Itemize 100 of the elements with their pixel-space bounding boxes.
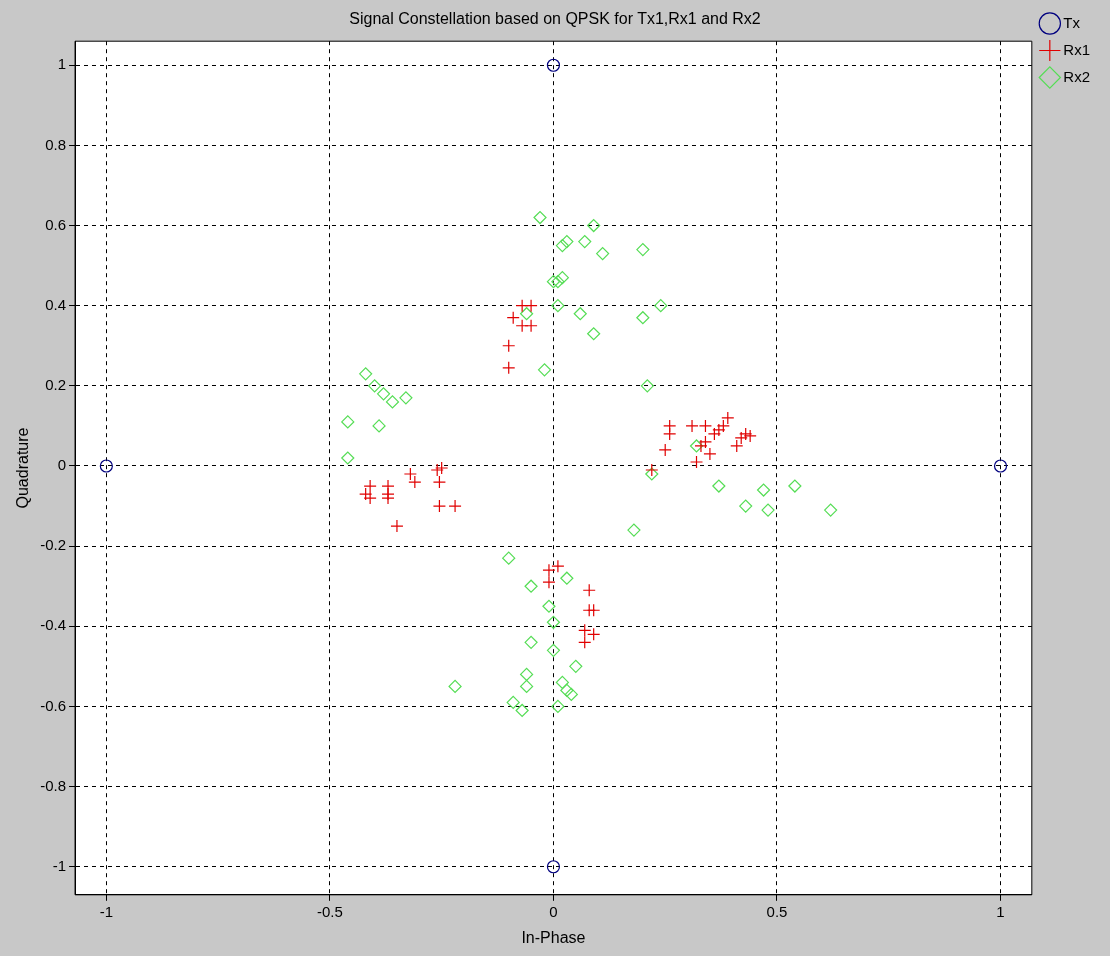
- point: [560, 234, 574, 249]
- point: [502, 361, 516, 375]
- point: [694, 439, 708, 453]
- point: [636, 242, 650, 257]
- x-tick-label: 1: [996, 902, 1005, 920]
- point: [578, 635, 592, 649]
- point: [685, 419, 699, 433]
- point: [555, 675, 569, 689]
- point: [363, 491, 377, 505]
- point: [542, 599, 556, 613]
- point: [555, 238, 569, 253]
- point: [546, 615, 561, 629]
- point: [502, 551, 516, 565]
- y-tick-label: 0.2: [45, 375, 67, 393]
- point: [993, 459, 1008, 473]
- chart-title: Signal Constellation based on QPSK for Tx1,Rx1 and Rx2: [349, 10, 761, 28]
- point: [587, 603, 601, 617]
- point: [730, 439, 744, 453]
- point: [596, 247, 610, 261]
- point: [551, 275, 565, 289]
- point: [432, 475, 447, 489]
- point: [533, 210, 547, 225]
- point: [698, 419, 713, 433]
- x-tick-label: -1: [99, 902, 114, 920]
- point: [520, 679, 534, 694]
- y-tick-label: -0.6: [40, 696, 67, 714]
- point: [721, 411, 735, 425]
- x-tick-label: 0.5: [766, 902, 788, 920]
- x-axis-title: In-Phase: [521, 928, 586, 946]
- point: [381, 479, 395, 493]
- point: [743, 429, 757, 443]
- point: [341, 451, 355, 465]
- point: [739, 499, 753, 513]
- point: [627, 523, 641, 537]
- point: [399, 391, 413, 405]
- x-tick-label: -0.5: [316, 902, 343, 920]
- legend-label: Tx: [1063, 13, 1081, 31]
- point: [587, 627, 601, 641]
- point: [560, 683, 574, 698]
- point: [739, 427, 753, 441]
- point: [560, 571, 574, 585]
- point: [376, 387, 391, 401]
- point: [432, 499, 447, 513]
- point: [587, 218, 601, 233]
- point: [551, 699, 565, 714]
- point: [520, 307, 534, 321]
- point: [99, 459, 113, 473]
- point: [502, 339, 516, 353]
- point: [448, 679, 462, 694]
- point: [363, 479, 377, 493]
- point: [707, 427, 721, 441]
- y-tick-label: 0.4: [45, 295, 67, 313]
- point: [555, 271, 569, 285]
- y-tick-label: -0.4: [40, 616, 67, 634]
- x-tick-label: 0: [549, 902, 558, 920]
- point: [430, 463, 444, 477]
- point: [734, 431, 748, 445]
- point: [712, 479, 726, 493]
- point: [578, 623, 592, 637]
- point: [712, 423, 726, 437]
- point: [824, 503, 838, 517]
- point: [359, 367, 373, 381]
- y-tick-label: 0.8: [45, 135, 67, 153]
- point: [703, 447, 717, 461]
- y-tick-label: 0: [57, 456, 67, 474]
- point: [359, 487, 373, 501]
- point: [761, 503, 775, 517]
- point: [372, 419, 386, 433]
- point: [448, 499, 462, 513]
- y-tick-label: -1: [52, 856, 67, 874]
- point: [341, 415, 355, 429]
- point: [542, 575, 556, 589]
- point: [578, 234, 592, 249]
- point: [524, 635, 538, 649]
- point: [506, 695, 520, 710]
- point: [569, 659, 583, 673]
- point: [515, 703, 529, 718]
- point: [368, 379, 382, 393]
- point: [654, 299, 668, 313]
- point: [551, 299, 565, 313]
- legend-label: Rx1: [1063, 40, 1091, 58]
- point: [551, 559, 565, 573]
- y-axis-title: Quadrature: [14, 427, 32, 509]
- point: [546, 643, 561, 657]
- point: [582, 583, 596, 597]
- y-tick-label: -0.2: [40, 536, 67, 554]
- y-tick-label: 0.6: [45, 215, 67, 233]
- point: [587, 327, 601, 341]
- point: [385, 395, 400, 409]
- point: [506, 311, 520, 325]
- y-tick-label: 1: [57, 55, 67, 73]
- point: [636, 311, 650, 325]
- point: [390, 519, 404, 533]
- point: [520, 667, 534, 681]
- point: [537, 363, 552, 377]
- point: [546, 860, 561, 874]
- point: [716, 419, 730, 433]
- point: [435, 461, 449, 475]
- point: [381, 491, 395, 505]
- legend-label: Rx2: [1063, 67, 1091, 85]
